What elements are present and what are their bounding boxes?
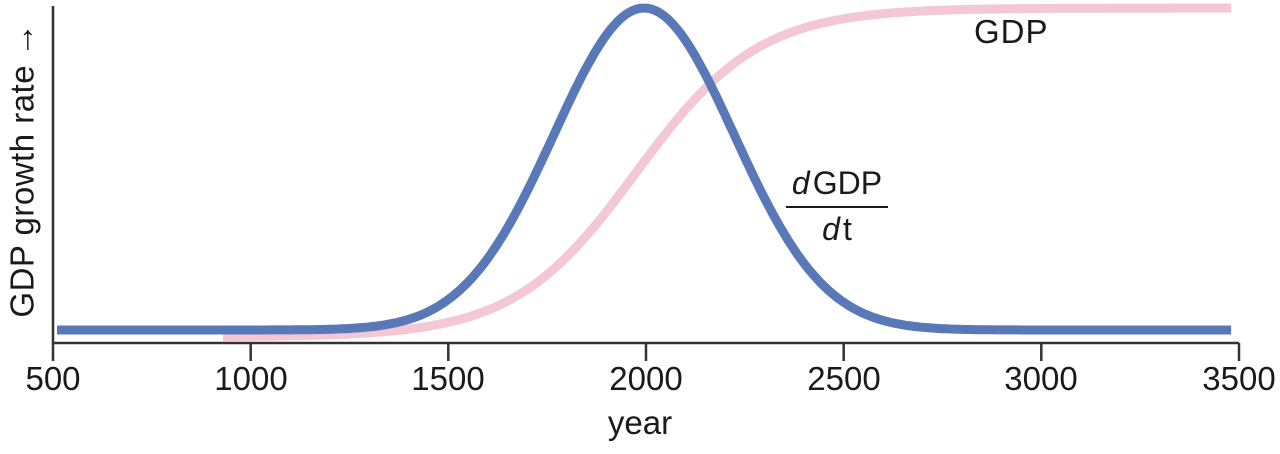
y-axis-label-text: GDP growth rate (3, 64, 41, 318)
derivative-denominator-t: t (842, 210, 852, 247)
derivative-denominator: dt (786, 208, 888, 248)
x-tick-label-1000: 1000 (214, 360, 288, 397)
x-tick-label-2500: 2500 (807, 360, 881, 397)
x-tick-label-500: 500 (25, 360, 81, 397)
x-tick-label-1500: 1500 (411, 360, 485, 397)
axis-lines (51, 6, 1239, 345)
x-tick-label-3500: 3500 (1202, 360, 1276, 397)
derivative-numerator-d: d (791, 165, 810, 201)
y-axis-label: GDP growth rate → (4, 22, 43, 317)
gdp-derivative-curve (56, 3, 1232, 335)
up-arrow-icon: → (3, 22, 42, 57)
x-axis-ticks (51, 343, 1241, 361)
derivative-annotation: dGDP dt (785, 165, 889, 248)
x-tick-label-2000: 2000 (609, 360, 683, 397)
x-tick-label-3000: 3000 (1004, 360, 1078, 397)
gdp-curve (222, 3, 1232, 342)
derivative-denominator-d: d (822, 210, 840, 247)
derivative-numerator-gdp: GDP (812, 165, 883, 201)
gdp-annotation: GDP (974, 13, 1049, 50)
x-axis-label: year (607, 404, 673, 441)
derivative-numerator: dGDP (785, 165, 889, 208)
